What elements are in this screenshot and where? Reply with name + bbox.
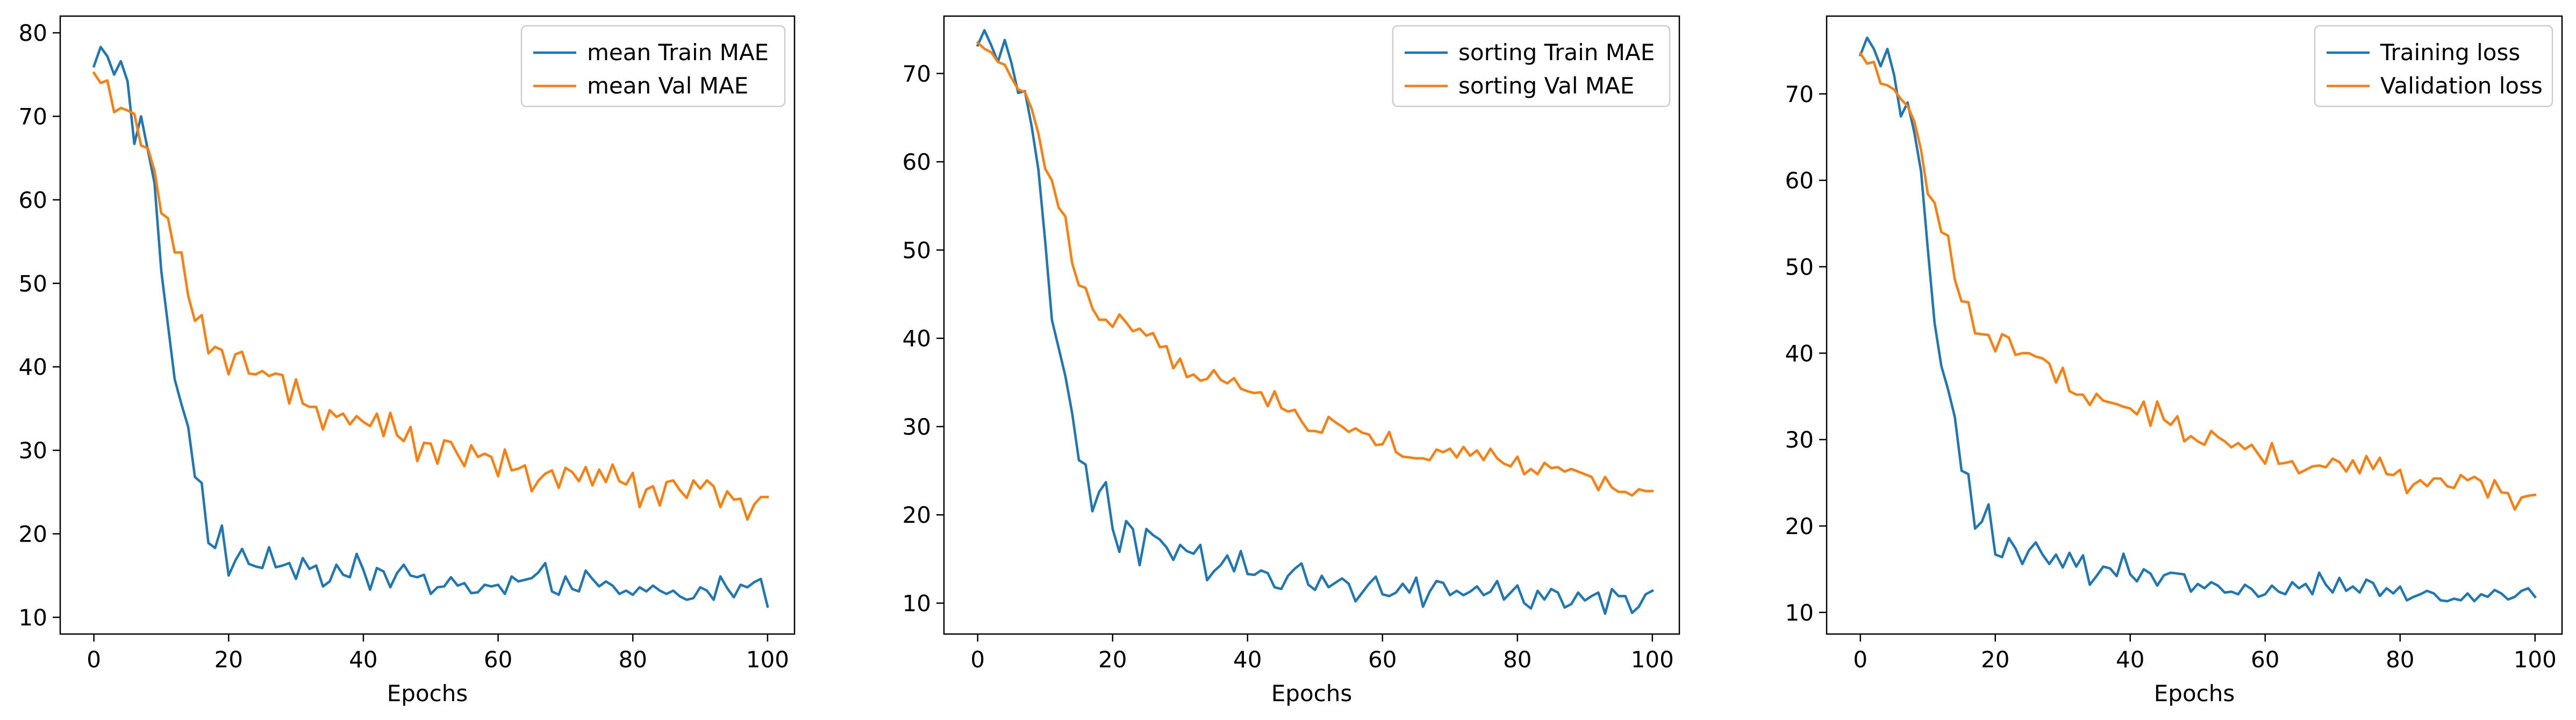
legend-label: Validation loss — [2380, 73, 2543, 99]
y-tick-label: 40 — [1785, 340, 1814, 366]
x-tick-label: 0 — [1853, 646, 1867, 673]
y-tick-label: 60 — [903, 149, 931, 175]
x-tick-label: 20 — [1098, 646, 1127, 673]
legend-label: Training loss — [2380, 39, 2520, 66]
plot-frame — [59, 15, 796, 635]
x-tick-label: 40 — [349, 646, 377, 673]
y-tick-label: 50 — [19, 270, 47, 297]
x-axis-label: Epochs — [387, 680, 468, 707]
y-tick-label: 80 — [19, 20, 47, 46]
y-tick-label: 20 — [903, 502, 931, 528]
y-tick-label: 60 — [19, 187, 47, 213]
y-tick-label: 30 — [903, 414, 931, 440]
series-line-val — [976, 41, 1654, 497]
legend-label: sorting Train MAE — [1458, 39, 1655, 66]
legend-label: sorting Val MAE — [1458, 73, 1634, 99]
y-tick-label: 20 — [19, 521, 47, 548]
series-line-val — [92, 71, 769, 521]
y-tick-label: 20 — [1785, 513, 1814, 539]
y-tick-label: 40 — [19, 354, 47, 380]
legend-label: mean Val MAE — [587, 73, 748, 99]
y-tick-label: 10 — [1785, 600, 1814, 626]
chart-panel-1: 0 20 40 60 80 100 10 20 30 40 50 60 70 80 Epochs mean T… — [19, 15, 796, 707]
y-tick-label: 70 — [903, 61, 931, 87]
y-tick-label: 60 — [1785, 168, 1814, 194]
legend: mean Train MAE mean Val MAE — [520, 25, 786, 107]
x-tick-label: 100 — [2514, 646, 2557, 673]
x-tick-label: 60 — [484, 646, 512, 673]
x-tick-label: 20 — [1981, 646, 2009, 673]
x-axis-label: Epochs — [1271, 680, 1353, 707]
x-tick-label: 40 — [2116, 646, 2144, 673]
legend-box — [1392, 25, 1671, 107]
legend-box — [2314, 25, 2553, 107]
legend: sorting Train MAE sorting Val MAE — [1392, 25, 1671, 107]
plot-frame — [1826, 15, 2563, 635]
x-tick-label: 100 — [1631, 646, 1674, 673]
y-tick-label: 70 — [1785, 81, 1814, 107]
x-tick-label: 80 — [619, 646, 647, 673]
y-tick-label: 50 — [903, 237, 931, 263]
y-tick-label: 70 — [19, 103, 47, 129]
y-tick-label: 10 — [903, 591, 931, 617]
legend: Training loss Validation loss — [2314, 25, 2553, 107]
series-line-val — [1858, 52, 2537, 511]
series-line-train — [976, 28, 1654, 615]
x-tick-label: 40 — [1233, 646, 1262, 673]
x-axis-label: Epochs — [2154, 680, 2235, 707]
y-tick-label: 30 — [1785, 427, 1814, 453]
x-tick-label: 80 — [2386, 646, 2414, 673]
y-tick-label: 10 — [19, 604, 47, 631]
y-tick-label: 40 — [903, 326, 931, 352]
x-tick-label: 0 — [970, 646, 985, 673]
legend-label: mean Train MAE — [587, 39, 769, 66]
legend-box — [520, 25, 786, 107]
plot-frame — [943, 15, 1680, 635]
series-line-train — [92, 46, 769, 608]
chart-panel-2: 0 20 40 60 80 100 10 20 30 40 50 60 70 Epochs sorting … — [903, 15, 1680, 707]
y-tick-label: 30 — [19, 437, 47, 464]
series-line-train — [1858, 36, 2537, 603]
x-tick-label: 0 — [87, 646, 101, 673]
x-tick-label: 60 — [1368, 646, 1397, 673]
x-tick-label: 100 — [746, 646, 789, 673]
x-tick-label: 80 — [1503, 646, 1532, 673]
x-tick-label: 20 — [214, 646, 243, 673]
y-tick-label: 50 — [1785, 254, 1814, 280]
x-tick-label: 60 — [2251, 646, 2279, 673]
chart-panel-3: 0 20 40 60 80 100 10 20 30 40 50 60 70 Epochs Training… — [1785, 15, 2563, 707]
